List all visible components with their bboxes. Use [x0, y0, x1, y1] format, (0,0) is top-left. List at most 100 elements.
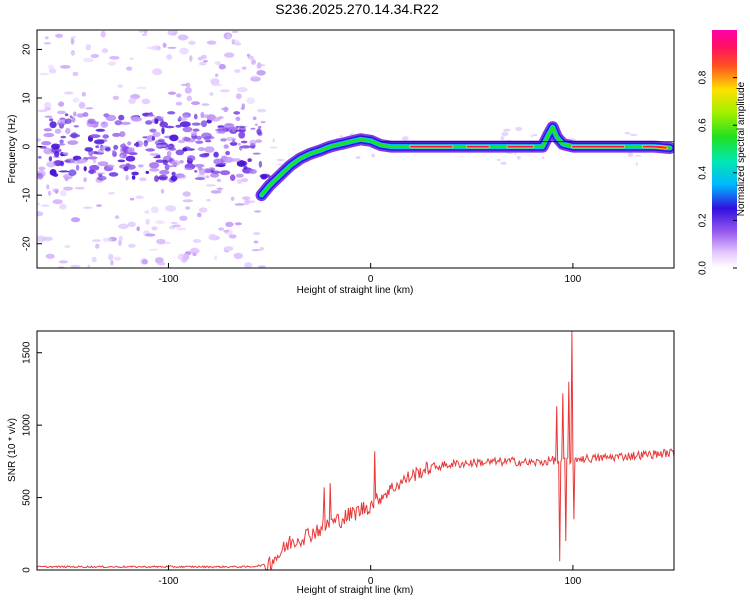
- noise-blob: [209, 92, 214, 96]
- noise-blob: [235, 125, 247, 128]
- noise-blob: [50, 148, 62, 153]
- snr-y-ticks: 0 500 1000 1500: [22, 341, 42, 573]
- noise-blob: [146, 46, 155, 50]
- noise-blob: [136, 226, 140, 232]
- noise-blob: [257, 131, 263, 137]
- noise-blob: [188, 40, 196, 45]
- spectrogram-x-axis-label: Height of straight line (km): [297, 285, 414, 296]
- noise-blob: [166, 150, 172, 157]
- colorbar-ticks: 0.0 0.2 0.4 0.6 0.8: [698, 70, 737, 275]
- noise-blob: [635, 162, 638, 166]
- noise-blob: [43, 132, 55, 138]
- noise-blob: [152, 68, 163, 76]
- snr-x-axis-label: Height of straight line (km): [297, 585, 414, 596]
- noise-blob: [246, 97, 255, 104]
- noise-blob: [225, 137, 237, 141]
- noise-blob: [214, 255, 218, 261]
- noise-blob: [235, 93, 242, 100]
- noise-blob: [64, 176, 69, 182]
- noise-blob: [97, 161, 109, 167]
- y-tick-label: 1000: [22, 414, 33, 437]
- noise-blob: [137, 164, 144, 168]
- noise-blob: [128, 152, 138, 156]
- noise-blob: [252, 116, 257, 121]
- noise-blob: [231, 158, 241, 162]
- noise-blob: [179, 121, 191, 128]
- noise-blob: [60, 135, 67, 139]
- noise-blob: [229, 141, 238, 146]
- noise-blob: [252, 232, 261, 236]
- x-tick-label: 0: [368, 274, 374, 285]
- noise-blob: [44, 36, 49, 40]
- noise-blob: [199, 61, 207, 66]
- noise-blob: [59, 139, 64, 144]
- y-tick-label: -10: [22, 187, 33, 202]
- noise-blob: [541, 156, 545, 160]
- noise-blob: [109, 56, 120, 60]
- noise-blob: [87, 156, 98, 160]
- spectrogram-y-axis-label: Frequency (Hz): [7, 115, 18, 184]
- noise-blob: [237, 142, 241, 146]
- noise-blob: [76, 113, 85, 118]
- noise-blob: [108, 253, 114, 261]
- noise-blob: [179, 159, 184, 164]
- noise-blob: [96, 172, 106, 175]
- noise-blob: [162, 159, 168, 165]
- noise-blob: [251, 59, 256, 65]
- noise-blob: [141, 259, 148, 265]
- noise-blob: [530, 134, 533, 138]
- noise-blob: [117, 84, 124, 88]
- noise-blob: [223, 106, 229, 113]
- noise-blob: [260, 121, 266, 124]
- noise-blob: [120, 154, 124, 158]
- noise-blob: [178, 177, 187, 180]
- noise-blob: [65, 127, 71, 135]
- noise-blob: [74, 186, 86, 190]
- colorbar-tick-label: 0.0: [698, 261, 709, 275]
- noise-blob: [254, 123, 258, 127]
- noise-blob: [59, 203, 67, 210]
- noise-blob: [76, 158, 88, 164]
- noise-blob: [58, 170, 70, 173]
- noise-blob: [182, 191, 191, 197]
- noise-blob: [52, 199, 63, 205]
- noise-blob: [194, 170, 198, 173]
- noise-blob: [127, 221, 136, 227]
- noise-blob: [49, 118, 54, 122]
- noise-blob: [82, 206, 93, 209]
- noise-blob: [125, 155, 136, 162]
- noise-blob: [202, 60, 208, 63]
- noise-blob: [73, 125, 79, 128]
- noise-blob: [218, 63, 226, 70]
- noise-blob: [127, 141, 132, 146]
- noise-blob: [110, 260, 114, 266]
- noise-blob: [191, 122, 201, 126]
- y-tick-label: 0: [22, 143, 33, 149]
- noise-blob: [89, 134, 101, 139]
- noise-blob: [91, 256, 97, 263]
- noise-blob: [216, 178, 222, 182]
- noise-blob: [97, 148, 104, 156]
- noise-blob: [258, 125, 262, 129]
- noise-blob: [371, 153, 375, 158]
- noise-blob: [127, 147, 135, 154]
- noise-blob: [182, 199, 194, 203]
- x-tick-label: -100: [158, 576, 178, 587]
- noise-blob: [169, 134, 179, 142]
- snr-panel: -100 0 100 0 500 1000 1500 Height of straight…: [7, 330, 675, 596]
- noise-blob: [118, 223, 129, 230]
- noise-blob: [38, 166, 46, 171]
- noise-blob: [49, 121, 57, 129]
- noise-blob: [532, 134, 538, 137]
- noise-blob: [250, 127, 256, 130]
- noise-blob: [159, 25, 166, 30]
- noise-blob: [181, 258, 188, 263]
- noise-blob: [257, 265, 267, 268]
- noise-blob: [151, 226, 158, 231]
- noise-blob: [48, 64, 54, 70]
- noise-blob: [257, 62, 262, 69]
- noise-blob: [37, 138, 42, 142]
- noise-blob: [210, 172, 220, 178]
- noise-blob: [114, 256, 121, 261]
